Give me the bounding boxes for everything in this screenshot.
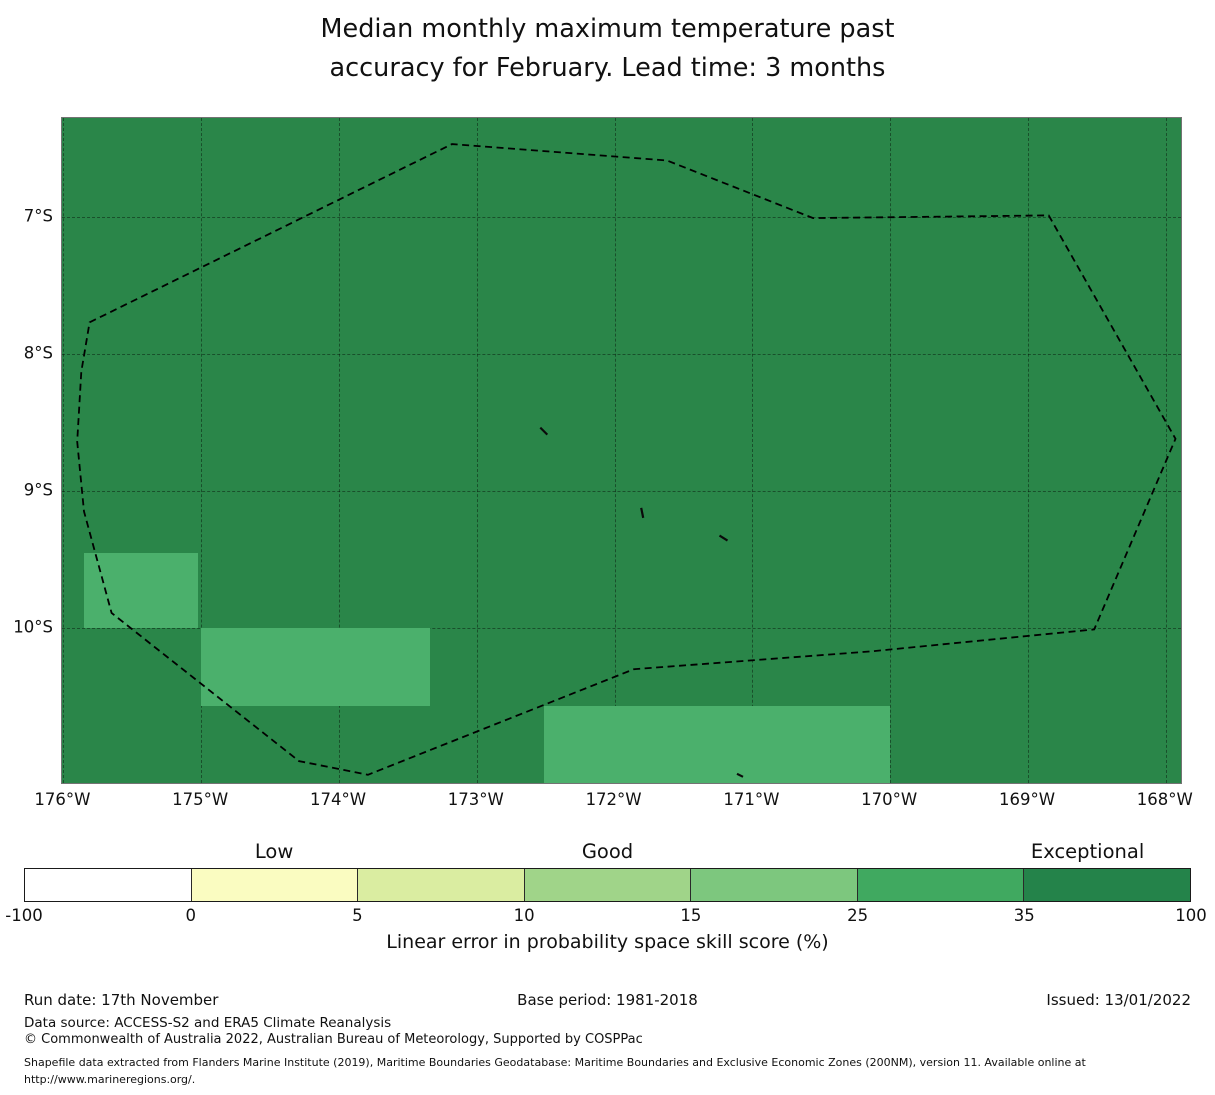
colorbar-tick-label: 35 [1013,906,1035,925]
skill-cell-25-35 [84,552,199,628]
map-gridline-vertical [201,118,203,783]
map-gridline-vertical [614,118,616,783]
colorbar-tick-label: 5 [352,906,363,925]
y-tick-label: 8°S [23,343,53,363]
x-tick-label: 176°W [34,790,91,809]
colorbar-tick-label: 100 [1175,906,1207,925]
x-tick-label: 172°W [585,790,642,809]
colorbar-tick-label: 10 [513,906,535,925]
x-tick-label: 168°W [1136,790,1193,809]
map-gridline-horizontal [62,353,1181,355]
map-gridline-vertical [752,118,754,783]
map-gridline-horizontal [62,216,1181,218]
x-tick-label: 171°W [723,790,780,809]
map-gridline-horizontal [62,628,1181,630]
colorbar-segment [190,869,358,901]
x-tick-label: 173°W [447,790,504,809]
colorbar-segment [1023,869,1191,901]
colorbar-segment [690,869,857,901]
footer-shapefile-note: Shapefile data extracted from Flanders M… [24,1056,1086,1086]
footer-base-period: Base period: 1981-2018 [517,991,698,1009]
y-tick-label: 10°S [13,617,53,637]
x-tick-label: 170°W [861,790,918,809]
colorbar [24,868,1191,902]
footer-run-date: Run date: 17th November [24,991,219,1009]
footer-copyright: © Commonwealth of Australia 2022, Austra… [24,1032,643,1047]
island-mark [539,426,549,436]
map-gridline-vertical [1165,118,1167,783]
colorbar-segment [856,869,1024,901]
colorbar-tick-label: -100 [5,906,43,925]
colorbar-band-labels: Low Good Exceptional [0,840,1215,866]
map-plot-area [62,118,1181,783]
map-gridline-vertical [476,118,478,783]
colorbar-segment [523,869,691,901]
island-mark [718,534,729,542]
colorbar-tick-label: 0 [185,906,196,925]
island-mark [640,507,645,519]
map-plot [61,117,1182,784]
chart-title-line2: accuracy for February. Lead time: 3 mont… [329,53,886,83]
x-tick-label: 169°W [998,790,1056,809]
y-tick-label: 7°S [23,206,53,226]
skill-cell-25-35 [201,628,430,707]
footer-issued-date: Issued: 13/01/2022 [1046,991,1191,1009]
map-gridline-horizontal [62,490,1181,492]
map-gridline-vertical [63,118,65,783]
island-mark [736,772,744,778]
colorbar-tick-label: 25 [847,906,869,925]
x-tick-label: 174°W [309,790,367,809]
footer-data-source: Data source: ACCESS-S2 and ERA5 Climate … [24,1015,392,1031]
map-gridline-vertical [1028,118,1029,783]
x-tick-label: 175°W [172,790,229,809]
map-gridline-vertical [890,118,892,783]
map-gridline-vertical [339,118,340,783]
colorbar-band-label-exceptional: Exceptional [1030,840,1145,863]
eez-boundary-dashed [76,143,1177,776]
colorbar-band-label-low: Low [254,840,294,863]
eez-boundary-layer [76,143,1177,778]
colorbar-band-label-good: Good [581,840,634,863]
colorbar-tick-label: 15 [680,906,702,925]
chart-title: Median monthly maximum temperature past … [0,10,1215,88]
colorbar-segment [25,869,191,901]
y-tick-label: 9°S [23,480,53,500]
skill-cell-25-35 [544,706,891,783]
chart-title-line1: Median monthly maximum temperature past [320,14,895,44]
colorbar-segment [357,869,524,901]
colorbar-caption: Linear error in probability space skill … [386,931,829,953]
